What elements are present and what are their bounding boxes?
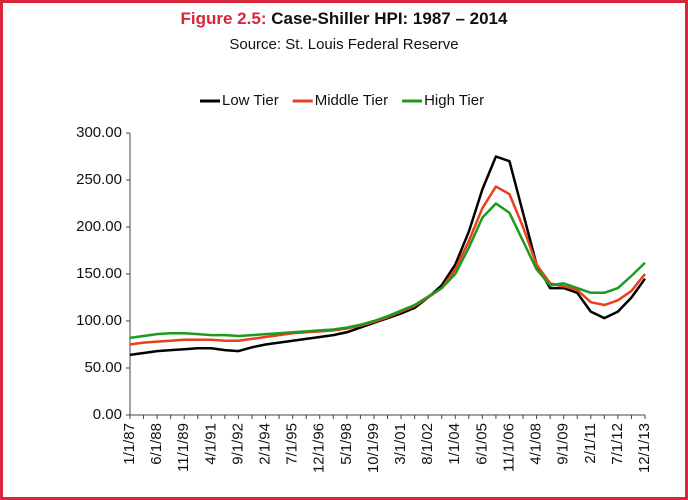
x-tick-label: 11/1/89: [175, 423, 192, 472]
y-tick-label: 200.00: [76, 218, 122, 235]
x-tick-label: 2/1/11: [582, 423, 599, 464]
x-tick-label: 8/1/02: [419, 423, 436, 465]
chart-title: Figure 2.5: Case-Shiller HPI: 1987 – 201…: [181, 9, 508, 28]
chart-subtitle: Source: St. Louis Federal Reserve: [229, 36, 458, 53]
x-tick-label: 6/1/05: [473, 423, 490, 465]
title-prefix: Figure 2.5:: [181, 9, 267, 28]
x-tick-label: 1/1/87: [121, 423, 138, 465]
title-text: Case-Shiller HPI: 1987 – 2014: [271, 9, 508, 28]
x-tick-label: 11/1/06: [500, 423, 517, 472]
y-tick-label: 150.00: [76, 265, 122, 282]
x-tick-label: 3/1/01: [392, 423, 409, 465]
x-tick-label: 5/1/98: [338, 423, 355, 465]
x-tick-label: 4/1/91: [202, 423, 219, 465]
y-tick-label: 50.00: [84, 359, 122, 376]
x-tick-label: 10/1/99: [365, 423, 382, 473]
series-line: [129, 202, 646, 340]
y-tick-label: 0.00: [93, 406, 122, 423]
y-tick-label: 100.00: [76, 312, 122, 329]
y-tick-label: 250.00: [76, 171, 122, 188]
x-tick-label: 7/1/95: [284, 423, 301, 465]
x-tick-label: 2/1/94: [256, 423, 273, 465]
y-tick-label: 300.00: [76, 124, 122, 141]
legend-label: Low Tier: [222, 92, 279, 109]
x-tick-label: 4/1/08: [528, 423, 545, 465]
legend-label: Middle Tier: [315, 92, 388, 109]
x-tick-label: 9/1/92: [229, 423, 246, 465]
x-tick-label: 1/1/04: [446, 423, 463, 465]
x-tick-label: 7/1/12: [609, 423, 626, 465]
x-tick-label: 12/1/13: [636, 423, 653, 473]
legend-label: High Tier: [424, 92, 484, 109]
x-tick-label: 6/1/88: [148, 423, 165, 465]
x-tick-label: 9/1/09: [555, 423, 572, 465]
x-tick-label: 12/1/96: [311, 423, 328, 473]
